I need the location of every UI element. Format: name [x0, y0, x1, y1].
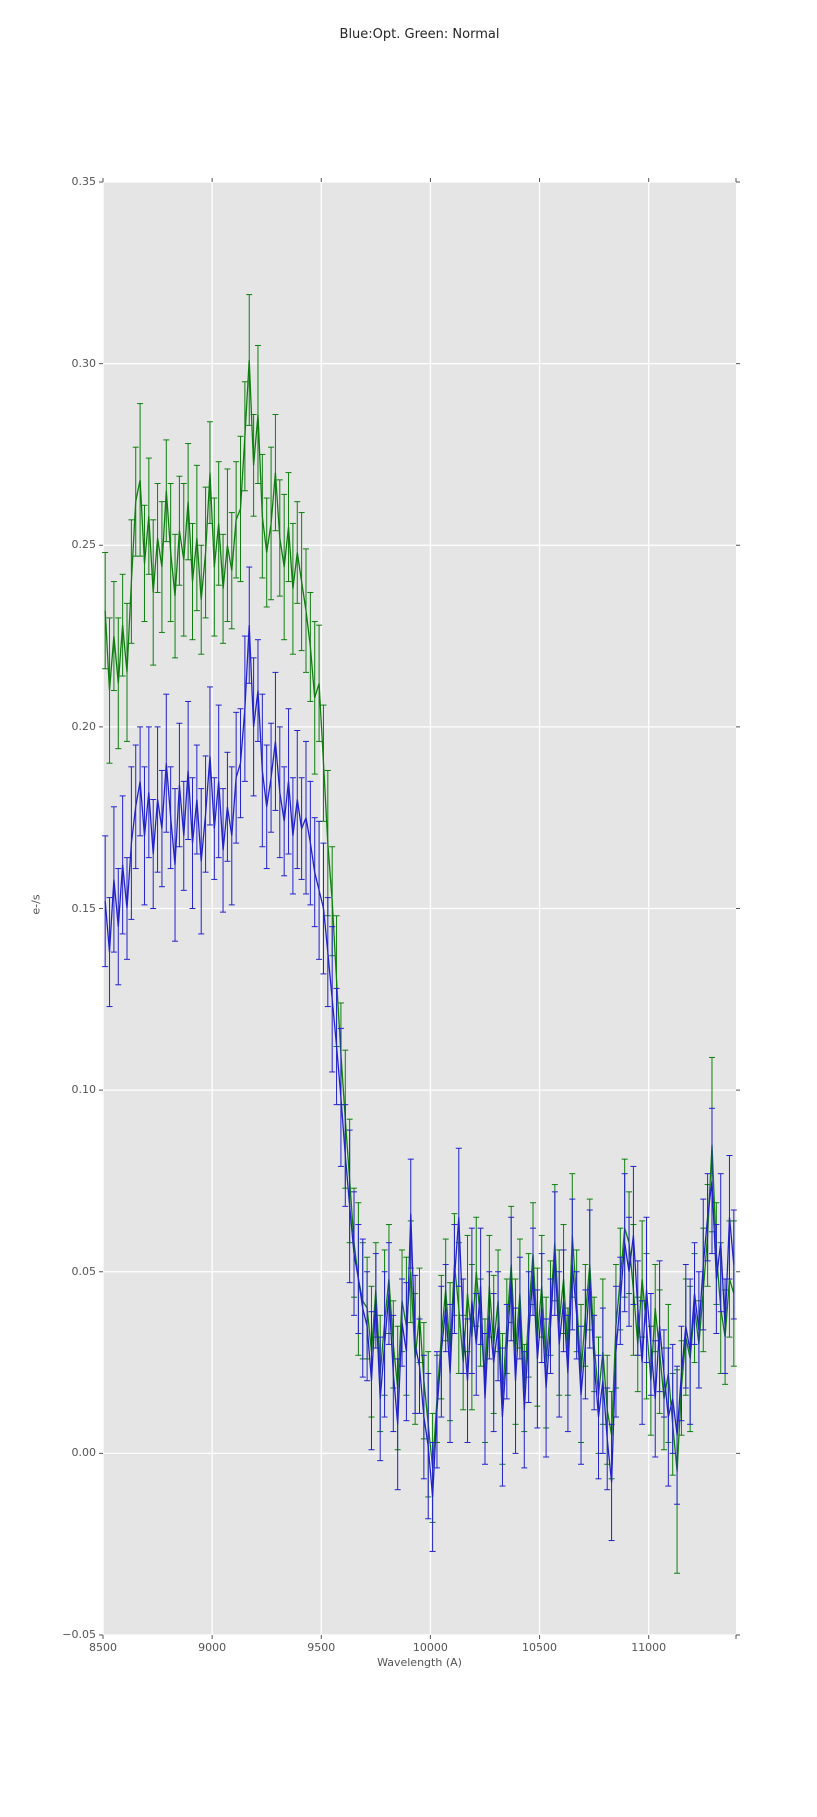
y-tick-label: 0.05 [71, 1264, 97, 1278]
y-tick-label: 0.35 [71, 175, 97, 188]
y-tick-label: 0.10 [71, 1083, 97, 1097]
y-tick-label: 0.15 [71, 901, 97, 915]
x-tick-label: 10000 [412, 1641, 448, 1654]
x-tick-label: 8500 [89, 1641, 117, 1654]
series-opt-line [104, 625, 735, 1498]
y-tick-label: 0.25 [71, 538, 97, 552]
x-tick-label: 9500 [307, 1641, 336, 1654]
chart-title: Blue:Opt. Green: Normal [339, 27, 500, 42]
x-tick-label: 11000 [631, 1641, 667, 1654]
y-tick-label: −0.05 [62, 1628, 96, 1641]
x-axis-label: Wavelength (A) [377, 1656, 462, 1669]
y-tick-label: 0.00 [71, 1446, 97, 1460]
y-tick-label: 0.20 [71, 719, 97, 733]
x-tick-label: 10500 [522, 1641, 558, 1654]
axis-ticks [99, 178, 740, 1639]
x-tick-label: 9000 [198, 1641, 227, 1654]
y-tick-label: 0.30 [71, 356, 97, 370]
